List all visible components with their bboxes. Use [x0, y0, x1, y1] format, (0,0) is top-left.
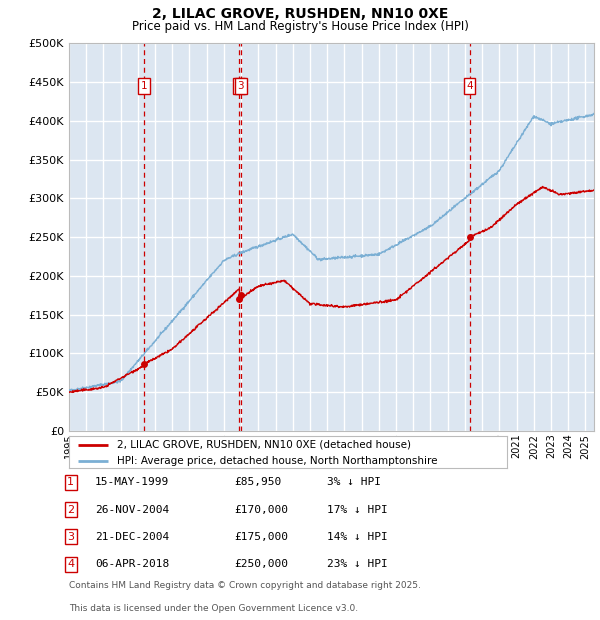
Text: 23% ↓ HPI: 23% ↓ HPI [327, 559, 388, 569]
Text: 17% ↓ HPI: 17% ↓ HPI [327, 505, 388, 515]
Text: 3% ↓ HPI: 3% ↓ HPI [327, 477, 381, 487]
Text: Contains HM Land Registry data © Crown copyright and database right 2025.: Contains HM Land Registry data © Crown c… [69, 581, 421, 590]
Text: 14% ↓ HPI: 14% ↓ HPI [327, 532, 388, 542]
Text: 4: 4 [67, 559, 74, 569]
Text: £170,000: £170,000 [234, 505, 288, 515]
Text: 2: 2 [236, 81, 243, 91]
Text: 4: 4 [466, 81, 473, 91]
Text: 15-MAY-1999: 15-MAY-1999 [95, 477, 169, 487]
Text: 1: 1 [67, 477, 74, 487]
Text: 2, LILAC GROVE, RUSHDEN, NN10 0XE: 2, LILAC GROVE, RUSHDEN, NN10 0XE [152, 7, 448, 22]
Text: HPI: Average price, detached house, North Northamptonshire: HPI: Average price, detached house, Nort… [117, 456, 437, 466]
Text: 06-APR-2018: 06-APR-2018 [95, 559, 169, 569]
Text: 3: 3 [67, 532, 74, 542]
Text: This data is licensed under the Open Government Licence v3.0.: This data is licensed under the Open Gov… [69, 603, 358, 613]
Text: £175,000: £175,000 [234, 532, 288, 542]
Text: 21-DEC-2004: 21-DEC-2004 [95, 532, 169, 542]
Text: 1: 1 [141, 81, 148, 91]
Text: Price paid vs. HM Land Registry's House Price Index (HPI): Price paid vs. HM Land Registry's House … [131, 20, 469, 33]
Text: 2, LILAC GROVE, RUSHDEN, NN10 0XE (detached house): 2, LILAC GROVE, RUSHDEN, NN10 0XE (detac… [117, 440, 411, 450]
Text: 3: 3 [238, 81, 244, 91]
Text: 2: 2 [67, 505, 74, 515]
Text: 26-NOV-2004: 26-NOV-2004 [95, 505, 169, 515]
Text: £85,950: £85,950 [234, 477, 281, 487]
Text: £250,000: £250,000 [234, 559, 288, 569]
